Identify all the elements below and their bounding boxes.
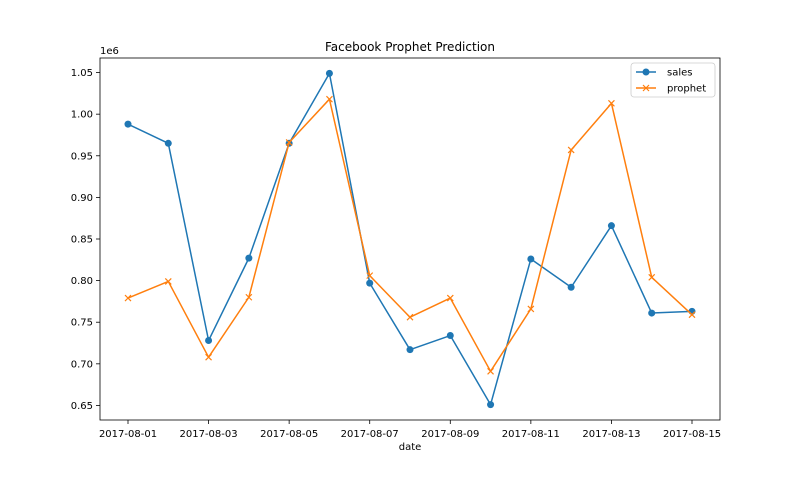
- data-point-prophet: [366, 272, 374, 280]
- data-point-prophet: [406, 313, 414, 321]
- data-point-prophet: [567, 146, 575, 154]
- data-point-sales: [366, 279, 374, 287]
- series-sales: [124, 69, 696, 409]
- data-point-sales: [205, 337, 213, 345]
- data-point-sales: [487, 401, 495, 409]
- data-point-prophet: [487, 367, 494, 375]
- y-axis-offset-label: 1e6: [100, 46, 119, 57]
- data-point-prophet: [205, 353, 212, 361]
- x-tick-label: 2017-08-11: [502, 429, 560, 440]
- data-point-sales: [446, 332, 454, 340]
- data-point-sales: [648, 309, 656, 317]
- y-tick-label: 0.70: [71, 359, 93, 370]
- y-tick-label: 0.90: [71, 193, 93, 204]
- data-point-prophet: [648, 273, 656, 281]
- legend-marker-prophet: [642, 84, 650, 92]
- series-line-sales: [127, 72, 693, 406]
- data-point-sales: [607, 222, 615, 230]
- y-tick-label: 1.05: [71, 68, 93, 79]
- y-tick-label: 0.65: [71, 401, 93, 412]
- x-axis: 2017-08-01 2017-08-03 2017-08-05 2017-08-07…: [99, 420, 721, 440]
- x-tick-label: 2017-08-01: [99, 429, 157, 440]
- data-point-sales: [567, 283, 575, 291]
- x-tick-label: 2017-08-09: [421, 429, 479, 440]
- plot-frame: [99, 57, 721, 421]
- data-point-sales: [325, 69, 333, 77]
- data-point-prophet: [164, 278, 172, 285]
- x-tick-label: 2017-08-03: [180, 429, 238, 440]
- x-tick-label: 2017-08-13: [582, 429, 640, 440]
- data-point-sales: [245, 254, 253, 262]
- data-point-prophet: [326, 95, 333, 103]
- legend-label-prophet: prophet: [667, 84, 706, 95]
- series-line-prophet: [127, 98, 693, 373]
- x-tick-label: 2017-08-07: [341, 429, 399, 440]
- data-point-sales: [406, 346, 414, 354]
- series-layer: [124, 69, 696, 409]
- y-axis: 0.65 0.70 0.75 0.80 0.85 0.90 0.95 1.00 1.05: [71, 68, 100, 412]
- y-tick-label: 0.95: [71, 151, 93, 162]
- y-tick-label: 0.80: [71, 276, 93, 287]
- data-point-prophet: [688, 311, 696, 319]
- data-point-sales: [164, 139, 172, 147]
- data-point-prophet: [124, 294, 132, 302]
- data-point-prophet: [608, 99, 615, 107]
- y-tick-label: 0.85: [71, 235, 93, 246]
- data-point-prophet: [245, 293, 253, 301]
- data-point-prophet: [527, 305, 535, 313]
- legend-label-sales: sales: [667, 68, 692, 79]
- series-prophet: [124, 95, 696, 375]
- data-point-sales: [527, 255, 535, 263]
- data-point-sales: [124, 120, 132, 128]
- x-tick-label: 2017-08-15: [663, 429, 721, 440]
- legend-marker-sales: [642, 68, 650, 76]
- chart-title: Facebook Prophet Prediction: [325, 40, 495, 54]
- x-axis-label: date: [399, 442, 422, 453]
- data-point-prophet: [446, 294, 454, 302]
- data-point-prophet: [285, 139, 293, 146]
- x-tick-label: 2017-08-05: [260, 429, 318, 440]
- y-tick-label: 1.00: [71, 110, 93, 121]
- legend: sales prophet: [630, 62, 716, 98]
- y-tick-label: 0.75: [71, 318, 93, 329]
